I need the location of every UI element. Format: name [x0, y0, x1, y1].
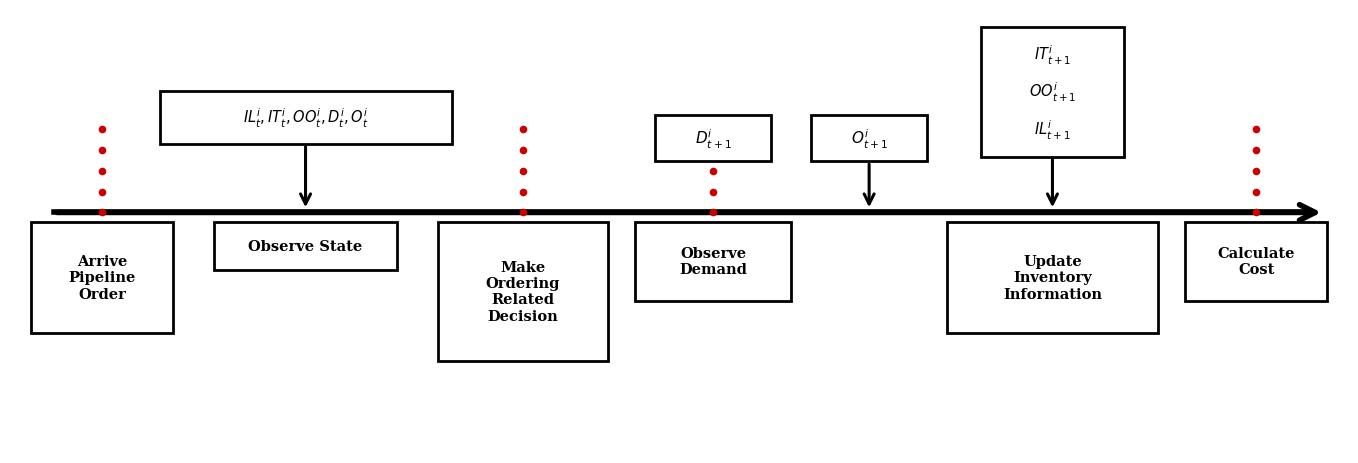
- Text: $IT_{t+1}^i$: $IT_{t+1}^i$: [1033, 44, 1071, 67]
- Text: Update
Inventory
Information: Update Inventory Information: [1004, 255, 1101, 301]
- Bar: [30, 222, 174, 333]
- Text: Arrive
Pipeline
Order: Arrive Pipeline Order: [68, 255, 136, 301]
- Text: Calculate
Cost: Calculate Cost: [1217, 246, 1296, 277]
- Bar: [1184, 222, 1327, 301]
- Bar: [437, 222, 607, 361]
- Text: $IL_{t+1}^i$: $IL_{t+1}^i$: [1035, 118, 1070, 141]
- Bar: [812, 116, 926, 162]
- Text: $OO_{t+1}^i$: $OO_{t+1}^i$: [1029, 81, 1076, 104]
- Text: $IL_t^i, IT_t^i, OO_t^i, D_t^i, O_t^i$: $IL_t^i, IT_t^i, OO_t^i, D_t^i, O_t^i$: [243, 106, 368, 130]
- Bar: [160, 91, 451, 144]
- Text: Observe State: Observe State: [249, 239, 363, 254]
- Bar: [980, 28, 1124, 157]
- Text: Make
Ordering
Related
Decision: Make Ordering Related Decision: [486, 261, 559, 323]
- Bar: [948, 222, 1158, 333]
- Text: $O_{t+1}^i$: $O_{t+1}^i$: [850, 127, 888, 150]
- Bar: [655, 116, 771, 162]
- Text: $D_{t+1}^i$: $D_{t+1}^i$: [694, 127, 732, 150]
- Bar: [215, 222, 397, 271]
- Text: Observe
Demand: Observe Demand: [679, 246, 747, 277]
- Bar: [634, 222, 790, 301]
